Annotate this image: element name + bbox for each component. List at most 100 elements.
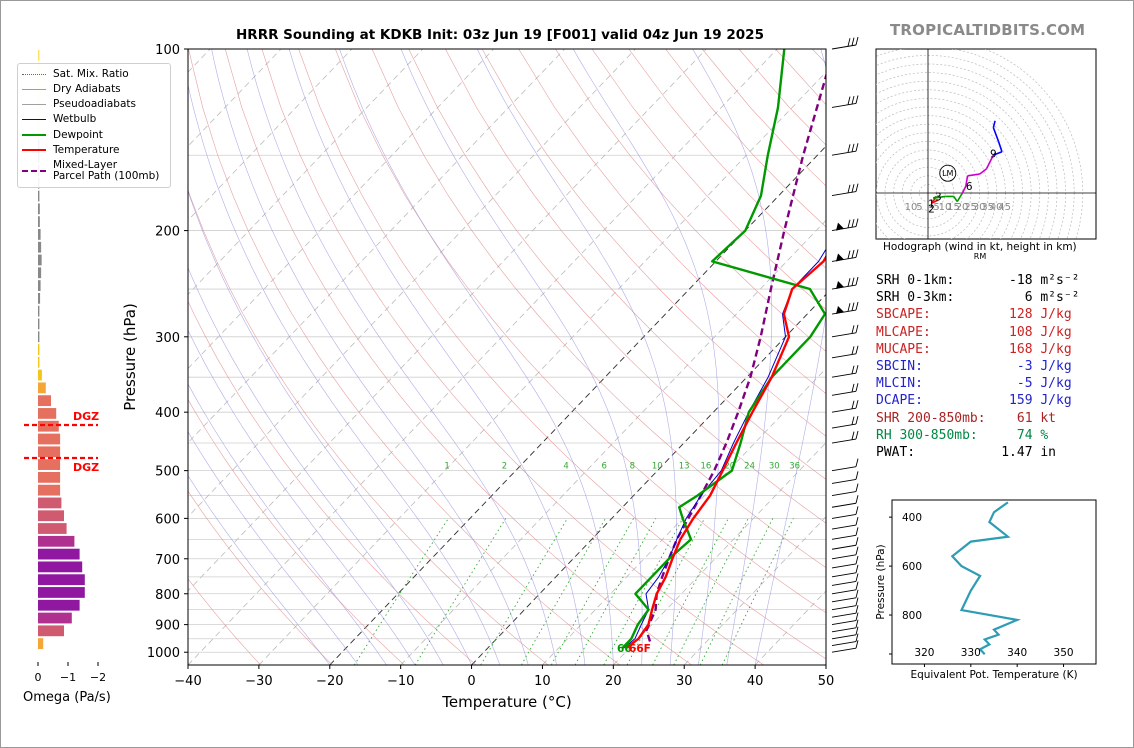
isotherm — [188, 49, 565, 444]
mixing-ratio-label: 8 — [630, 462, 635, 472]
stat-row: SRH 0-1km: -18 m²s⁻² — [876, 273, 1080, 288]
mixing-ratio-line — [603, 518, 684, 665]
wind-barb — [831, 640, 859, 653]
theta-e-y-axis-label: Pressure (hPa) — [875, 544, 887, 619]
barb-flag — [851, 95, 855, 105]
barb-flag — [855, 301, 859, 311]
pseudoadiabat — [692, 49, 773, 665]
barb-staff — [831, 502, 857, 508]
hodograph-ring-label: 35 — [981, 202, 994, 213]
mixing-ratio-label: 13 — [679, 462, 690, 472]
omega-bar — [38, 459, 61, 470]
barb-flag — [855, 555, 859, 565]
wind-barb — [831, 458, 859, 472]
isotherm — [613, 442, 826, 665]
omega-bar — [38, 471, 61, 483]
dry-adiabat — [298, 49, 826, 660]
mixing-ratio-label: 20 — [724, 462, 735, 472]
mixing-ratio-label: 4 — [563, 462, 568, 472]
barb-flag — [855, 546, 859, 555]
isotherm — [329, 145, 826, 665]
mixing-ratio-line — [480, 518, 568, 665]
omega-x-tick-label: −2 — [90, 671, 106, 684]
x-tick-label: 30 — [676, 674, 693, 689]
wind-barb — [831, 183, 859, 197]
barb-flag — [855, 345, 859, 354]
hodograph-segment — [965, 175, 969, 187]
hodograph-segment — [992, 127, 1000, 142]
wind-barb — [831, 619, 859, 633]
barb-staff — [831, 150, 857, 156]
dry-adiabat — [555, 49, 826, 352]
barb-flag — [855, 581, 859, 590]
y-tick-label: 1000 — [147, 646, 180, 661]
barb-flag — [847, 250, 851, 259]
theta-e-x-tick-label: 340 — [1007, 647, 1027, 659]
pseudoadiabat — [754, 49, 826, 665]
x-tick-label: −30 — [245, 674, 272, 689]
theta-e-y-tick-label: 400 — [902, 512, 922, 524]
omega-bar — [38, 599, 80, 611]
stat-row: PWAT: 1.47 in — [876, 445, 1057, 461]
hodograph-segment — [979, 168, 987, 175]
barb-flag — [855, 619, 859, 628]
wind-barb — [831, 301, 859, 315]
y-tick-label: 800 — [155, 588, 180, 603]
stat-row: SBCIN: -3 J/kg — [876, 359, 1072, 375]
omega-x-tick-label: −1 — [60, 671, 76, 684]
barb-flag — [851, 416, 855, 425]
wind-barb — [831, 471, 859, 484]
dry-adiabat — [188, 49, 621, 665]
dry-adiabat — [591, 49, 826, 310]
wind-barb — [831, 626, 859, 640]
barb-staff — [831, 647, 857, 653]
wind-barb — [831, 537, 859, 550]
stat-row: SBCAPE: 128 J/kg — [876, 307, 1072, 323]
dgz-top-label: DGZ — [73, 410, 99, 423]
barb-flag — [851, 431, 855, 440]
hodograph-height-label: 3 — [935, 191, 942, 203]
omega-bar — [38, 318, 40, 330]
barb-staff — [831, 44, 857, 50]
pseudoadiabat — [400, 49, 643, 665]
stat-row: SHR 200-850mb: 61 kt — [876, 410, 1057, 426]
omega-bar — [38, 497, 62, 509]
stats-panel: SRH 0-1km: -18 m²s⁻² SRH 0-3km: 6 m²s⁻² SB… — [876, 272, 1080, 461]
skewt-background — [188, 49, 826, 665]
pseudoadiabat — [572, 49, 720, 665]
hodograph-ring-label: 5 — [933, 202, 939, 213]
barb-flag — [855, 640, 859, 649]
omega-bar — [38, 203, 40, 215]
hodograph-ring-label: 5 — [916, 202, 922, 213]
omega-bar — [38, 382, 46, 394]
barb-flag — [851, 302, 855, 311]
barb-flag — [855, 506, 859, 515]
y-tick-label: 600 — [155, 512, 180, 527]
series-wetbulb — [623, 248, 826, 649]
omega-bar — [38, 267, 42, 279]
barb-flag — [855, 95, 859, 104]
x-tick-label: 20 — [605, 674, 622, 689]
legend-swatch — [22, 134, 46, 136]
omega-axis-label: Omega (Pa/s) — [23, 690, 111, 705]
omega-bar — [38, 574, 85, 586]
x-tick-label: −40 — [174, 674, 201, 689]
theta-e-x-tick-label: 330 — [961, 647, 981, 659]
hodograph-ring-label: 30 — [973, 202, 986, 213]
mixing-ratio-line — [626, 518, 705, 665]
hodograph-height-label: 6 — [966, 181, 973, 193]
skewt-axes-frame — [187, 48, 827, 666]
barb-staff — [831, 634, 857, 640]
legend-label: Dewpoint — [53, 128, 103, 141]
isotherm — [188, 49, 707, 592]
omega-bar — [38, 280, 41, 291]
omega-bar — [38, 305, 40, 317]
x-tick-label: −10 — [387, 674, 414, 689]
wind-barb — [831, 573, 859, 586]
barb-flag — [855, 483, 859, 492]
dry-adiabat — [371, 49, 826, 569]
mixing-ratio-label: 10 — [652, 462, 663, 472]
legend-swatch — [22, 118, 46, 120]
dry-adiabat — [518, 49, 826, 394]
barb-staff — [831, 332, 857, 338]
